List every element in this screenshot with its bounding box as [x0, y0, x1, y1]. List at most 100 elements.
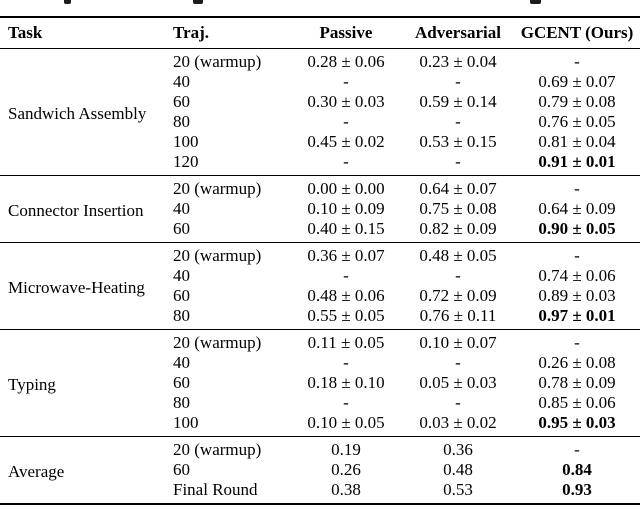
task-section: Connector Insertion 20 (warmup) 0.00 ± 0.0… [0, 175, 640, 243]
traj-cell: 60 [173, 373, 190, 392]
caption-descender-mark [530, 0, 541, 4]
traj-cell: 20 (warmup) [173, 333, 262, 352]
gcent-cell: 0.79 ± 0.08 [538, 92, 616, 111]
table-row: 80 0.55 ± 0.05 0.76 ± 0.11 0.97 ± 0.01 [0, 306, 640, 330]
gcent-cell: 0.26 ± 0.08 [538, 353, 616, 372]
traj-cell: 40 [173, 72, 190, 91]
table-row: Typing 20 (warmup) 0.11 ± 0.05 0.10 ± 0.07- [0, 330, 640, 394]
table-row: 40 0.10 ± 0.09 0.75 ± 0.08 0.64 ± 0.09 [0, 199, 640, 219]
traj-cell: 80 [173, 393, 190, 412]
adversarial-cell: - [455, 353, 461, 372]
passive-cell: 0.11 ± 0.05 [307, 333, 385, 352]
passive-cell: - [343, 353, 349, 372]
gcent-cell: 0.89 ± 0.03 [538, 286, 616, 305]
task-cell: Average [8, 461, 65, 481]
traj-cell: 100 [173, 413, 199, 432]
table-row: Average 20 (warmup) 0.19 0.36 - [0, 437, 640, 481]
adversarial-cell: 0.03 ± 0.02 [419, 413, 497, 432]
gcent-cell: 0.85 ± 0.06 [538, 393, 616, 412]
table-row: 80 - - 0.85 ± 0.06 [0, 393, 640, 413]
passive-cell: 0.30 ± 0.03 [307, 92, 385, 111]
adversarial-cell: 0.05 ± 0.03 [419, 373, 497, 392]
passive-cell: 0.10 ± 0.09 [307, 199, 385, 218]
traj-cell: 40 [173, 266, 190, 285]
passive-cell: - [343, 72, 349, 91]
gcent-cell: - [574, 333, 580, 352]
passive-cell: 0.36 ± 0.07 [307, 246, 385, 265]
table-row: 60 0.26 0.48 0.84 [0, 460, 640, 480]
task-section: Average 20 (warmup) 0.19 0.36 - 60 0.26 0.48 0.8… [0, 436, 640, 505]
table-row: Connector Insertion 20 (warmup) 0.00 ± 0.0… [0, 176, 640, 220]
traj-cell: 20 (warmup) [173, 52, 262, 71]
adversarial-cell: 0.53 [443, 480, 473, 499]
table-header-row: Task Traj. Passive Adversarial GCENT (Ou… [0, 17, 640, 49]
table-row: 60 0.48 ± 0.06 0.72 ± 0.09 0.89 ± 0.03 [0, 286, 640, 306]
gcent-cell: - [574, 52, 580, 71]
task-cell: Typing [8, 374, 56, 394]
gcent-cell: 0.84 [562, 460, 592, 479]
adversarial-cell: 0.82 ± 0.09 [419, 219, 497, 238]
traj-cell: Final Round [173, 480, 258, 499]
adversarial-cell: 0.10 ± 0.07 [419, 333, 497, 352]
adversarial-cell: 0.72 ± 0.09 [419, 286, 497, 305]
cropped-caption-remnant [0, 0, 640, 5]
gcent-cell: - [574, 440, 580, 459]
header-passive: Passive [319, 23, 373, 42]
adversarial-cell: - [455, 266, 461, 285]
table-row: Microwave-Heating 20 (warmup) 0.36 ± 0.07 0… [0, 243, 640, 297]
traj-cell: 40 [173, 199, 190, 218]
traj-cell: 80 [173, 306, 190, 325]
gcent-cell: 0.74 ± 0.06 [538, 266, 616, 285]
task-section: Sandwich Assembly 20 (warmup) 0.28 ± 0.06 0… [0, 49, 640, 176]
table-row: Sandwich Assembly 20 (warmup) 0.28 ± 0.06 0… [0, 49, 640, 123]
gcent-cell: 0.81 ± 0.04 [538, 132, 616, 151]
passive-cell: 0.48 ± 0.06 [307, 286, 385, 305]
task-section: Microwave-Heating 20 (warmup) 0.36 ± 0.07 0… [0, 242, 640, 330]
passive-cell: 0.55 ± 0.05 [307, 306, 385, 325]
task-cell: Sandwich Assembly [8, 103, 147, 123]
table-row: Final Round 0.38 0.53 0.93 [0, 480, 640, 504]
traj-cell: 80 [173, 112, 190, 131]
adversarial-cell: 0.59 ± 0.14 [419, 92, 497, 111]
task-cell: Microwave-Heating [8, 277, 145, 297]
adversarial-cell: 0.48 [443, 460, 473, 479]
table-row: 60 0.18 ± 0.10 0.05 ± 0.03 0.78 ± 0.09 [0, 373, 640, 393]
passive-cell: 0.18 ± 0.10 [307, 373, 385, 392]
gcent-cell: 0.95 ± 0.03 [538, 413, 616, 432]
adversarial-cell: - [455, 393, 461, 412]
traj-cell: 100 [173, 132, 199, 151]
gcent-cell: 0.64 ± 0.09 [538, 199, 616, 218]
gcent-cell: 0.90 ± 0.05 [538, 219, 616, 238]
adversarial-cell: 0.36 [443, 440, 473, 459]
adversarial-cell: 0.75 ± 0.08 [419, 199, 497, 218]
task-cell: Connector Insertion [8, 200, 144, 220]
traj-cell: 40 [173, 353, 190, 372]
adversarial-cell: 0.53 ± 0.15 [419, 132, 497, 151]
traj-cell: 20 (warmup) [173, 179, 262, 198]
passive-cell: 0.10 ± 0.05 [307, 413, 385, 432]
header-adversarial: Adversarial [415, 23, 501, 42]
gcent-cell: 0.76 ± 0.05 [538, 112, 616, 131]
traj-cell: 60 [173, 460, 190, 479]
adversarial-cell: - [455, 112, 461, 131]
traj-cell: 60 [173, 219, 190, 238]
gcent-cell: 0.97 ± 0.01 [538, 306, 616, 325]
gcent-cell: 0.93 [562, 480, 592, 499]
table-row: 60 0.40 ± 0.15 0.82 ± 0.09 0.90 ± 0.05 [0, 219, 640, 243]
passive-cell: - [343, 393, 349, 412]
caption-descender-mark [64, 0, 71, 4]
traj-cell: 60 [173, 286, 190, 305]
traj-cell: 20 (warmup) [173, 246, 262, 265]
traj-cell: 120 [173, 152, 199, 171]
passive-cell: 0.45 ± 0.02 [307, 132, 385, 151]
passive-cell: 0.38 [331, 480, 361, 499]
header-task: Task [8, 23, 43, 42]
table-row: 60 0.30 ± 0.03 0.59 ± 0.14 0.79 ± 0.08 [0, 92, 640, 112]
passive-cell: - [343, 266, 349, 285]
table-row: 120 - - 0.91 ± 0.01 [0, 152, 640, 176]
passive-cell: - [343, 112, 349, 131]
results-table: Task Traj. Passive Adversarial GCENT (Ou… [0, 16, 640, 505]
table-row: 40 - - 0.69 ± 0.07 [0, 72, 640, 92]
gcent-cell: - [574, 179, 580, 198]
